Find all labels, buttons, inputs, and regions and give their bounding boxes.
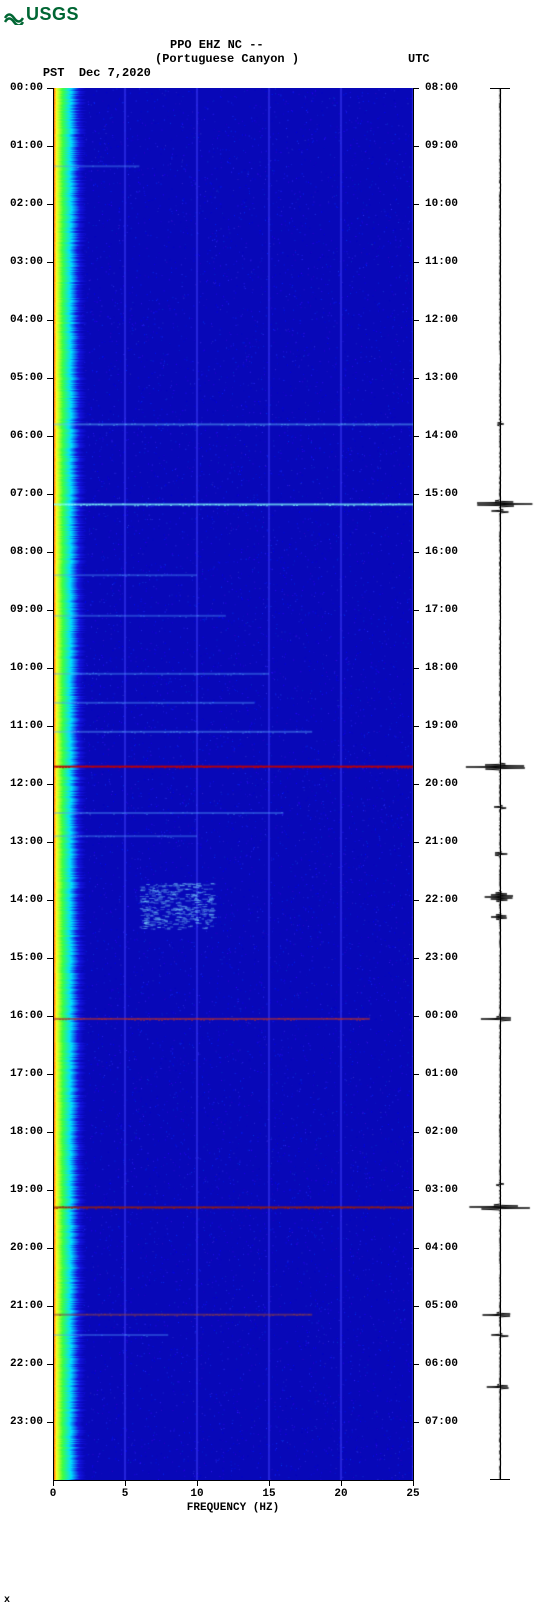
yaxis-left-tick: 08:00: [0, 546, 53, 558]
yaxis-left-tick: 23:00: [0, 1416, 53, 1428]
spectrogram-canvas: [53, 88, 413, 1480]
yaxis-left-tick: 09:00: [0, 604, 53, 616]
usgs-wave-icon: [4, 5, 24, 25]
xaxis-tick: 15: [262, 1488, 275, 1500]
yaxis-left-tick: 14:00: [0, 894, 53, 906]
yaxis-left-tick: 22:00: [0, 1358, 53, 1370]
yaxis-left-tick: 13:00: [0, 836, 53, 848]
yaxis-left-tick: 05:00: [0, 372, 53, 384]
yaxis-left-tick: 03:00: [0, 256, 53, 268]
yaxis-left-tick: 07:00: [0, 488, 53, 500]
yaxis-left-pst: 00:0001:0002:0003:0004:0005:0006:0007:00…: [0, 88, 53, 1480]
xaxis-tick: 25: [406, 1488, 419, 1500]
yaxis-left-tick: 18:00: [0, 1126, 53, 1138]
xaxis-tick: 10: [190, 1488, 203, 1500]
yaxis-left-tick: 16:00: [0, 1010, 53, 1022]
seismo-cap: [490, 1479, 510, 1480]
yaxis-left-tick: 11:00: [0, 720, 53, 732]
header-title-line1: PPO EHZ NC --: [170, 38, 264, 52]
footer-mark: x: [4, 1595, 10, 1606]
header-right-tz: UTC: [408, 52, 430, 66]
yaxis-left-tick: 20:00: [0, 1242, 53, 1254]
xaxis-tick: 5: [122, 1488, 129, 1500]
yaxis-left-tick: 12:00: [0, 778, 53, 790]
xaxis-frequency: FREQUENCY (HZ) 0510152025: [53, 1480, 413, 1530]
seismogram-panel: [460, 88, 540, 1480]
yaxis-left-tick: 06:00: [0, 430, 53, 442]
plot-border: [53, 88, 54, 1480]
yaxis-left-tick: 10:00: [0, 662, 53, 674]
seismogram-trace: [460, 88, 540, 1480]
usgs-logo-text: USGS: [26, 4, 79, 25]
usgs-logo: USGS: [4, 4, 79, 25]
yaxis-left-tick: 19:00: [0, 1184, 53, 1196]
yaxis-left-tick: 15:00: [0, 952, 53, 964]
spectrogram-plot: [53, 88, 413, 1480]
yaxis-left-tick: 00:00: [0, 82, 53, 94]
yaxis-left-tick: 21:00: [0, 1300, 53, 1312]
yaxis-left-tick: 17:00: [0, 1068, 53, 1080]
xaxis-tick: 0: [50, 1488, 57, 1500]
xaxis-label: FREQUENCY (HZ): [53, 1502, 413, 1514]
xaxis-tick: 20: [334, 1488, 347, 1500]
yaxis-left-tick: 04:00: [0, 314, 53, 326]
header-title-line2: (Portuguese Canyon ): [155, 52, 299, 66]
yaxis-left-tick: 02:00: [0, 198, 53, 210]
yaxis-left-tick: 01:00: [0, 140, 53, 152]
